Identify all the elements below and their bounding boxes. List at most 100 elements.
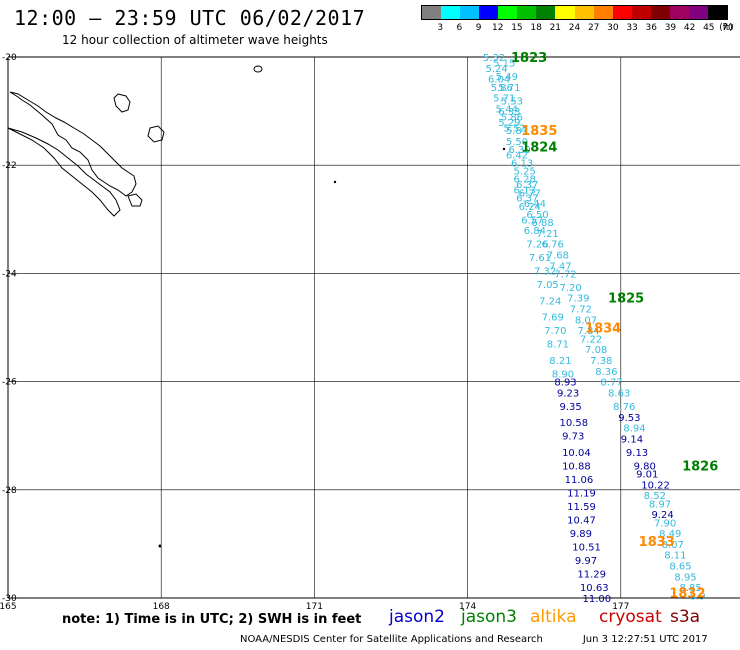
swh-value: 8.93 [554,378,576,389]
swh-value: 7.47 [549,261,571,272]
swh-value: 8.49 [659,529,681,540]
swh-value: 7.69 [542,313,564,324]
swh-value: 7.20 [560,283,582,294]
lat-tick-label: -26 [2,378,17,388]
pass-time-label: 1832 [669,587,705,602]
swh-value: 11.06 [565,475,594,486]
swh-value: 8.94 [623,424,645,435]
swh-value: 8.97 [649,499,671,510]
loyalty-island-1 [113,93,131,113]
legend-swatches [421,5,728,20]
legend-unit: (ft) [719,23,733,33]
legend-tick-label: 9 [475,23,482,33]
swh-value: 6.30 [508,145,530,156]
swh-value: 9.23 [557,388,579,399]
satellite-jason3: jason3 [461,607,517,627]
swh-value: 5.15 [493,58,515,69]
island-north [253,65,263,73]
swh-value: 7.21 [537,229,559,240]
credit-text: NOAA/NESDIS Center for Satellite Applica… [240,634,543,645]
legend-swatch [460,6,480,19]
swh-value: 6.33 [498,107,520,118]
pass-time-label: 1825 [608,292,644,307]
legend-tick-label: 3 [437,23,444,33]
legend-swatch [479,6,499,19]
swh-value: 6.77 [519,188,541,199]
swh-value: 10.47 [567,516,596,527]
swh-value: 7.22 [580,334,602,345]
legend-tick-label: 45 [703,23,715,33]
swh-value: 7.08 [585,345,607,356]
swh-value: 6.88 [531,218,553,229]
swh-value: 7.24 [539,296,561,307]
swh-value: 6.13 [511,158,533,169]
swh-value: 8.76 [613,402,635,413]
swh-value: 11.19 [567,489,596,500]
legend-tick-label: 39 [664,23,677,33]
satellite-altika: altika [530,607,577,627]
swh-value: 5.86 [501,113,523,124]
legend-tick-label: 27 [587,23,600,33]
swh-value: 11.59 [567,502,596,513]
swh-value: 7.84 [577,326,599,337]
legend-swatch [669,6,689,19]
lat-tick-label: -24 [2,269,17,279]
swh-value: 5.71 [498,83,520,94]
swh-value: 8.85 [680,583,702,594]
swh-value: 10.58 [560,418,589,429]
footer-note: note: 1) Time is in UTC; 2) SWH is in fe… [62,612,362,627]
legend-swatch [612,6,632,19]
swh-value: 9.35 [560,402,582,413]
loyalty-island-2 [147,125,165,143]
legend-swatch [574,6,594,19]
legend-tick-label: 12 [492,23,504,33]
swh-value: 8.11 [664,551,686,562]
swh-value: 5.44 [496,104,518,115]
generated-timestamp: Jun 3 12:27:51 UTC 2017 [582,634,708,645]
pass-time-label: 1834 [585,322,621,337]
lat-tick-label: -20 [2,53,17,63]
new-caledonia-inner [7,127,121,217]
swh-value: 11.29 [577,570,606,581]
swh-value: 7.72 [570,305,592,316]
legend-swatch [650,6,670,19]
swh-value: 7.70 [544,326,566,337]
swh-value: 5.53 [501,96,523,107]
legend-tick-label: 36 [645,23,657,33]
swh-value: 7.61 [529,253,551,264]
legend-tick-label: 70 [722,23,734,33]
swh-value: 6.37 [516,180,538,191]
satellite-s3a: s3a [670,607,701,627]
swh-value: 5.25 [514,167,536,178]
lat-tick-label: -30 [2,594,17,604]
swh-value: 6.37 [516,194,538,205]
swh-value: 10.63 [580,583,609,594]
swh-value: 9.53 [618,413,640,424]
pass-time-label: 1824 [521,140,557,155]
swh-value: 9.24 [651,510,673,521]
legend-tick-label: 42 [683,23,696,33]
color-legend: 3 6 9 12 15 18 21 24 27 30 33 36 39 42 45 70 (ft) [421,5,734,35]
swh-value: 9.80 [634,461,656,472]
legend-swatch [422,6,442,19]
island-dot-1 [502,147,506,151]
credit-line: NOAA/NESDIS Center for Satellite Applica… [240,634,708,645]
swh-value: 7.05 [537,280,559,291]
legend-tick-label: 30 [607,23,619,33]
chart-title: 12:00 – 23:59 UTC 06/02/2017 [14,6,366,30]
swh-value: 5.52 [503,123,525,134]
swh-value: 10.51 [572,543,601,554]
swh-value: 6.76 [542,240,564,251]
swh-value: 5.32 [483,53,505,64]
lon-tick-label: 177 [612,602,629,612]
satellite-jason2: jason2 [389,607,445,627]
pass-time-label: 1835 [521,124,557,139]
legend-tick-label: 24 [568,23,581,33]
swh-value: 10.88 [562,461,591,472]
pass-time-label: 1833 [639,535,675,550]
swh-value: 7.32 [534,267,556,278]
chart-subtitle: 12 hour collection of altimeter wave hei… [62,33,328,47]
lon-tick-label: 165 [0,602,17,612]
lon-tick-label: 171 [306,602,323,612]
swh-value: 6.13 [514,186,536,197]
